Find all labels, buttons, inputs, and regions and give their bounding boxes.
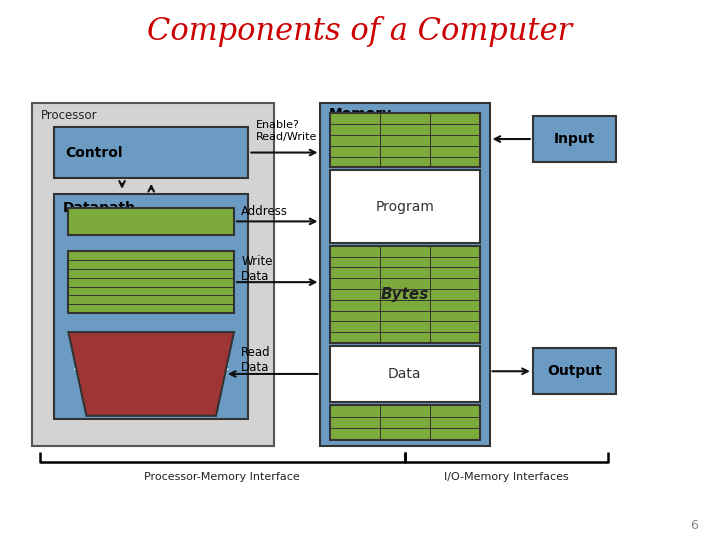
Bar [330, 246, 480, 343]
Text: Components of a Computer: Components of a Computer [148, 16, 572, 47]
Bar [533, 348, 616, 394]
Bar [330, 405, 480, 440]
Text: 6: 6 [690, 519, 698, 532]
Bar [32, 103, 274, 446]
Text: Program: Program [375, 200, 434, 213]
Bar [330, 113, 480, 167]
Text: Address: Address [241, 205, 288, 218]
Text: Processor: Processor [41, 109, 98, 122]
Bar [54, 127, 248, 178]
Bar [330, 346, 480, 402]
Bar [533, 116, 616, 162]
Text: Processor-Memory Interface: Processor-Memory Interface [145, 472, 300, 483]
Text: Data: Data [388, 367, 421, 381]
Bar [320, 103, 490, 446]
Text: Output: Output [546, 364, 602, 378]
Text: Enable?
Read/Write: Enable? Read/Write [256, 120, 317, 141]
Text: Write
Data: Write Data [241, 255, 273, 282]
Bar [68, 251, 234, 313]
Text: Registers: Registers [114, 275, 188, 289]
Text: Read
Data: Read Data [241, 347, 271, 374]
Text: Bytes: Bytes [380, 287, 429, 302]
Bar [330, 170, 480, 243]
Text: Input: Input [554, 132, 595, 146]
Bar [54, 194, 248, 418]
Text: Datapath: Datapath [63, 201, 135, 215]
Text: I/O-Memory Interfaces: I/O-Memory Interfaces [444, 472, 569, 483]
Text: Memory: Memory [329, 107, 392, 121]
Bar [68, 208, 234, 235]
Text: Control: Control [65, 146, 122, 159]
Text: PC: PC [143, 215, 160, 228]
Polygon shape [68, 332, 234, 416]
Text: Arithmetic & Logic Unit
(ALU): Arithmetic & Logic Unit (ALU) [73, 360, 229, 388]
